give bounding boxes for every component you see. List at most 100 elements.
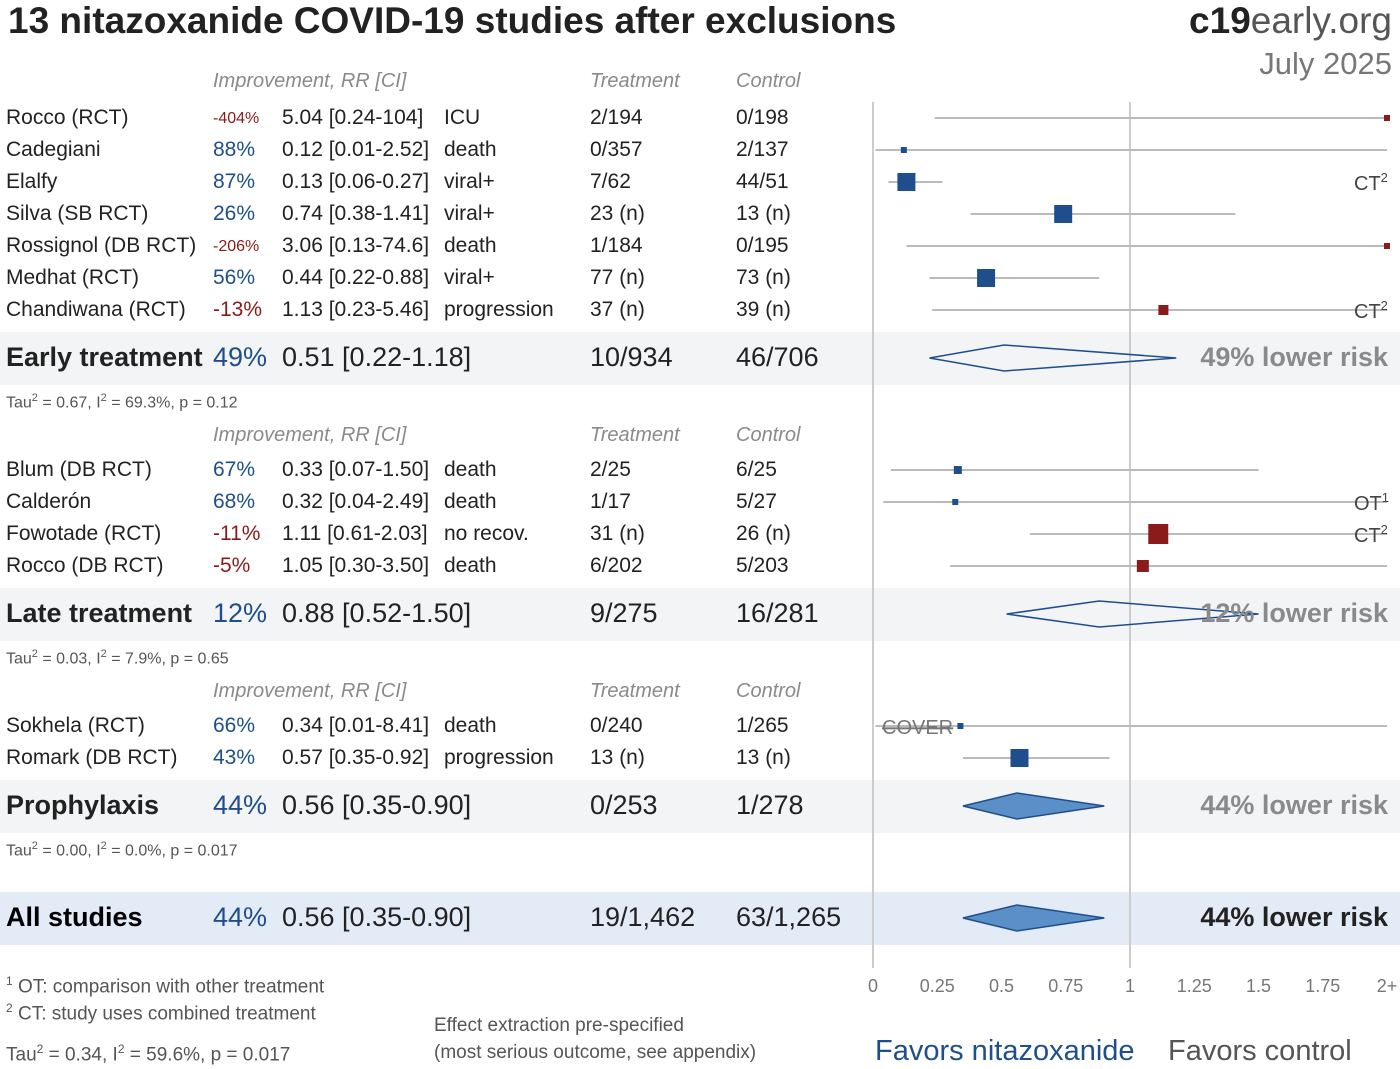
- all-studies-name: All studies: [6, 902, 143, 932]
- study-name: Rocco (RCT): [6, 106, 129, 129]
- study-treatment: 1/17: [590, 490, 631, 513]
- summary-diamond: [962, 792, 1105, 820]
- study-outcome: death: [444, 490, 497, 513]
- all-studies-improvement: 44%: [213, 902, 268, 932]
- summary-control: 46/706: [736, 342, 819, 372]
- brand-logo[interactable]: c19early.org: [1189, 0, 1392, 42]
- summary-improvement: 49%: [213, 342, 268, 372]
- study-outcome: progression: [444, 298, 554, 321]
- study-treatment: 37 (n): [590, 298, 645, 321]
- prophylaxis-heterogeneity: Tau2 = 0.00, I2 = 0.0%, p = 0.017: [6, 840, 238, 860]
- summary-control: 1/278: [736, 790, 804, 820]
- study-outcome: death: [444, 714, 497, 737]
- study-improvement: 26%: [213, 202, 256, 225]
- summary-diamond: [929, 344, 1177, 372]
- all-studies-row: All studies 44% 0.56 [0.35-0.90] 19/1,46…: [0, 892, 870, 945]
- prophylaxis-summary-label: 44% lower risk: [1200, 790, 1388, 820]
- study-outcome: no recov.: [444, 522, 529, 545]
- study-name: Cadegiani: [6, 138, 101, 161]
- study-name: Rocco (DB RCT): [6, 554, 164, 577]
- study-marker: [977, 269, 996, 287]
- all-studies-band: [0, 892, 1400, 945]
- study-control: 5/27: [736, 490, 777, 513]
- summary-name: Early treatment: [6, 342, 203, 372]
- page-title: 13 nitazoxanide COVID-19 studies after e…: [8, 0, 897, 41]
- study-name: Elalfy: [6, 170, 58, 193]
- study-improvement: 56%: [213, 266, 256, 289]
- study-treatment: 13 (n): [590, 746, 645, 769]
- study-row[interactable]: Medhat (RCT) 56% 0.44 [0.22-0.88] viral+ 77 …: [0, 262, 870, 294]
- study-marker: [1384, 115, 1390, 121]
- study-treatment: 2/194: [590, 106, 643, 129]
- prophylaxis-summary-row: Prophylaxis 44% 0.56 [0.35-0.90] 0/253 1…: [0, 780, 870, 833]
- summary-name: Late treatment: [6, 598, 193, 628]
- study-treatment: 0/240: [590, 714, 643, 737]
- study-row[interactable]: Fowotade (RCT) -11% 1.11 [0.61-2.03] no rec…: [0, 518, 870, 550]
- study-row[interactable]: Calderón 68% 0.32 [0.04-2.49] death 1/17 5/27: [0, 486, 870, 518]
- favors-treatment-label: Favors nitazoxanide: [875, 1035, 1135, 1067]
- study-outcome: ICU: [444, 106, 481, 129]
- study-marker: [1010, 749, 1029, 767]
- study-row[interactable]: Rocco (RCT) -404% 5.04 [0.24-104] ICU 2/194 0…: [0, 102, 870, 134]
- study-marker: [897, 173, 916, 191]
- study-control: 13 (n): [736, 202, 791, 225]
- study-name: Silva (SB RCT): [6, 202, 149, 225]
- study-name: Rossignol (DB RCT): [6, 234, 197, 257]
- study-row[interactable]: Blum (DB RCT) 67% 0.33 [0.07-1.50] death 2/2…: [0, 454, 870, 486]
- study-control: 73 (n): [736, 266, 791, 289]
- study-improvement: 88%: [213, 138, 256, 161]
- study-outcome: death: [444, 234, 497, 257]
- study-rr: 1.11 [0.61-2.03]: [282, 522, 428, 545]
- study-row[interactable]: Rocco (DB RCT) -5% 1.05 [0.30-3.50] death 6/…: [0, 550, 870, 582]
- study-name: Fowotade (RCT): [6, 522, 162, 545]
- study-control: 5/203: [736, 554, 789, 577]
- summary-control: 16/281: [736, 598, 819, 628]
- summary-improvement: 12%: [213, 598, 268, 628]
- study-rr: 3.06 [0.13-74.6]: [282, 234, 430, 257]
- study-improvement: -404%: [213, 110, 260, 127]
- study-row[interactable]: Romark (DB RCT) 43% 0.57 [0.35-0.92] progre…: [0, 742, 870, 774]
- study-rr: 0.57 [0.35-0.92]: [282, 746, 430, 769]
- study-row[interactable]: Silva (SB RCT) 26% 0.74 [0.38-1.41] viral+ 2…: [0, 198, 870, 230]
- study-marker: [953, 466, 962, 474]
- study-row[interactable]: Chandiwana (RCT) -13% 1.13 [0.23-5.46] prog…: [0, 294, 870, 326]
- summary-treatment: 0/253: [590, 790, 658, 820]
- study-control: 2/137: [736, 138, 789, 161]
- summary-name: Prophylaxis: [6, 790, 160, 820]
- overall-heterogeneity: Tau2 = 0.34, I2 = 59.6%, p = 0.017: [6, 1042, 291, 1066]
- study-rr: 0.13 [0.06-0.27]: [282, 170, 430, 193]
- study-control: 39 (n): [736, 298, 791, 321]
- study-marker: [1384, 243, 1390, 249]
- x-tick-label: 0.25: [920, 976, 955, 996]
- study-rr: 0.12 [0.01-2.52]: [282, 138, 430, 161]
- study-outcome: viral+: [444, 266, 495, 289]
- study-treatment: 1/184: [590, 234, 643, 257]
- study-row[interactable]: Elalfy 87% 0.13 [0.06-0.27] viral+ 7/62 44/51: [0, 166, 870, 198]
- study-improvement: 67%: [213, 458, 256, 481]
- study-control: 0/198: [736, 106, 789, 129]
- extraction-note-1: Effect extraction pre-specified: [434, 1015, 684, 1036]
- favors-control-label: Favors control: [1168, 1035, 1352, 1067]
- all-studies-control: 63/1,265: [736, 902, 842, 932]
- all-studies-treatment: 19/1,462: [590, 902, 696, 932]
- study-improvement: -13%: [213, 298, 263, 321]
- x-tick-label: 0.75: [1048, 976, 1083, 996]
- study-row[interactable]: Rossignol (DB RCT) -206% 3.06 [0.13-74.6] d…: [0, 230, 870, 262]
- early-heterogeneity: Tau2 = 0.67, I2 = 69.3%, p = 0.12: [6, 392, 238, 412]
- study-treatment: 31 (n): [590, 522, 645, 545]
- brand-part2: early.org: [1250, 0, 1392, 41]
- study-outcome: viral+: [444, 170, 495, 193]
- footnote-ot: 1 OT: comparison with other treatment: [6, 974, 325, 998]
- study-rr: 0.33 [0.07-1.50]: [282, 458, 430, 481]
- study-treatment: 7/62: [590, 170, 631, 193]
- late-summary-label: 12% lower risk: [1200, 598, 1388, 628]
- header-control: Control: [736, 424, 801, 446]
- study-rr: 5.04 [0.24-104]: [282, 106, 424, 129]
- study-marker: [1158, 305, 1169, 315]
- header-improvement: Improvement, RR [CI]: [213, 70, 407, 92]
- study-row[interactable]: Cadegiani 88% 0.12 [0.01-2.52] death 0/357 2/…: [0, 134, 870, 166]
- study-row[interactable]: Sokhela (RCT) 66% 0.34 [0.01-8.41] death 0/2…: [0, 710, 870, 742]
- header-treatment: Treatment: [590, 424, 680, 446]
- study-name: Medhat (RCT): [6, 266, 140, 289]
